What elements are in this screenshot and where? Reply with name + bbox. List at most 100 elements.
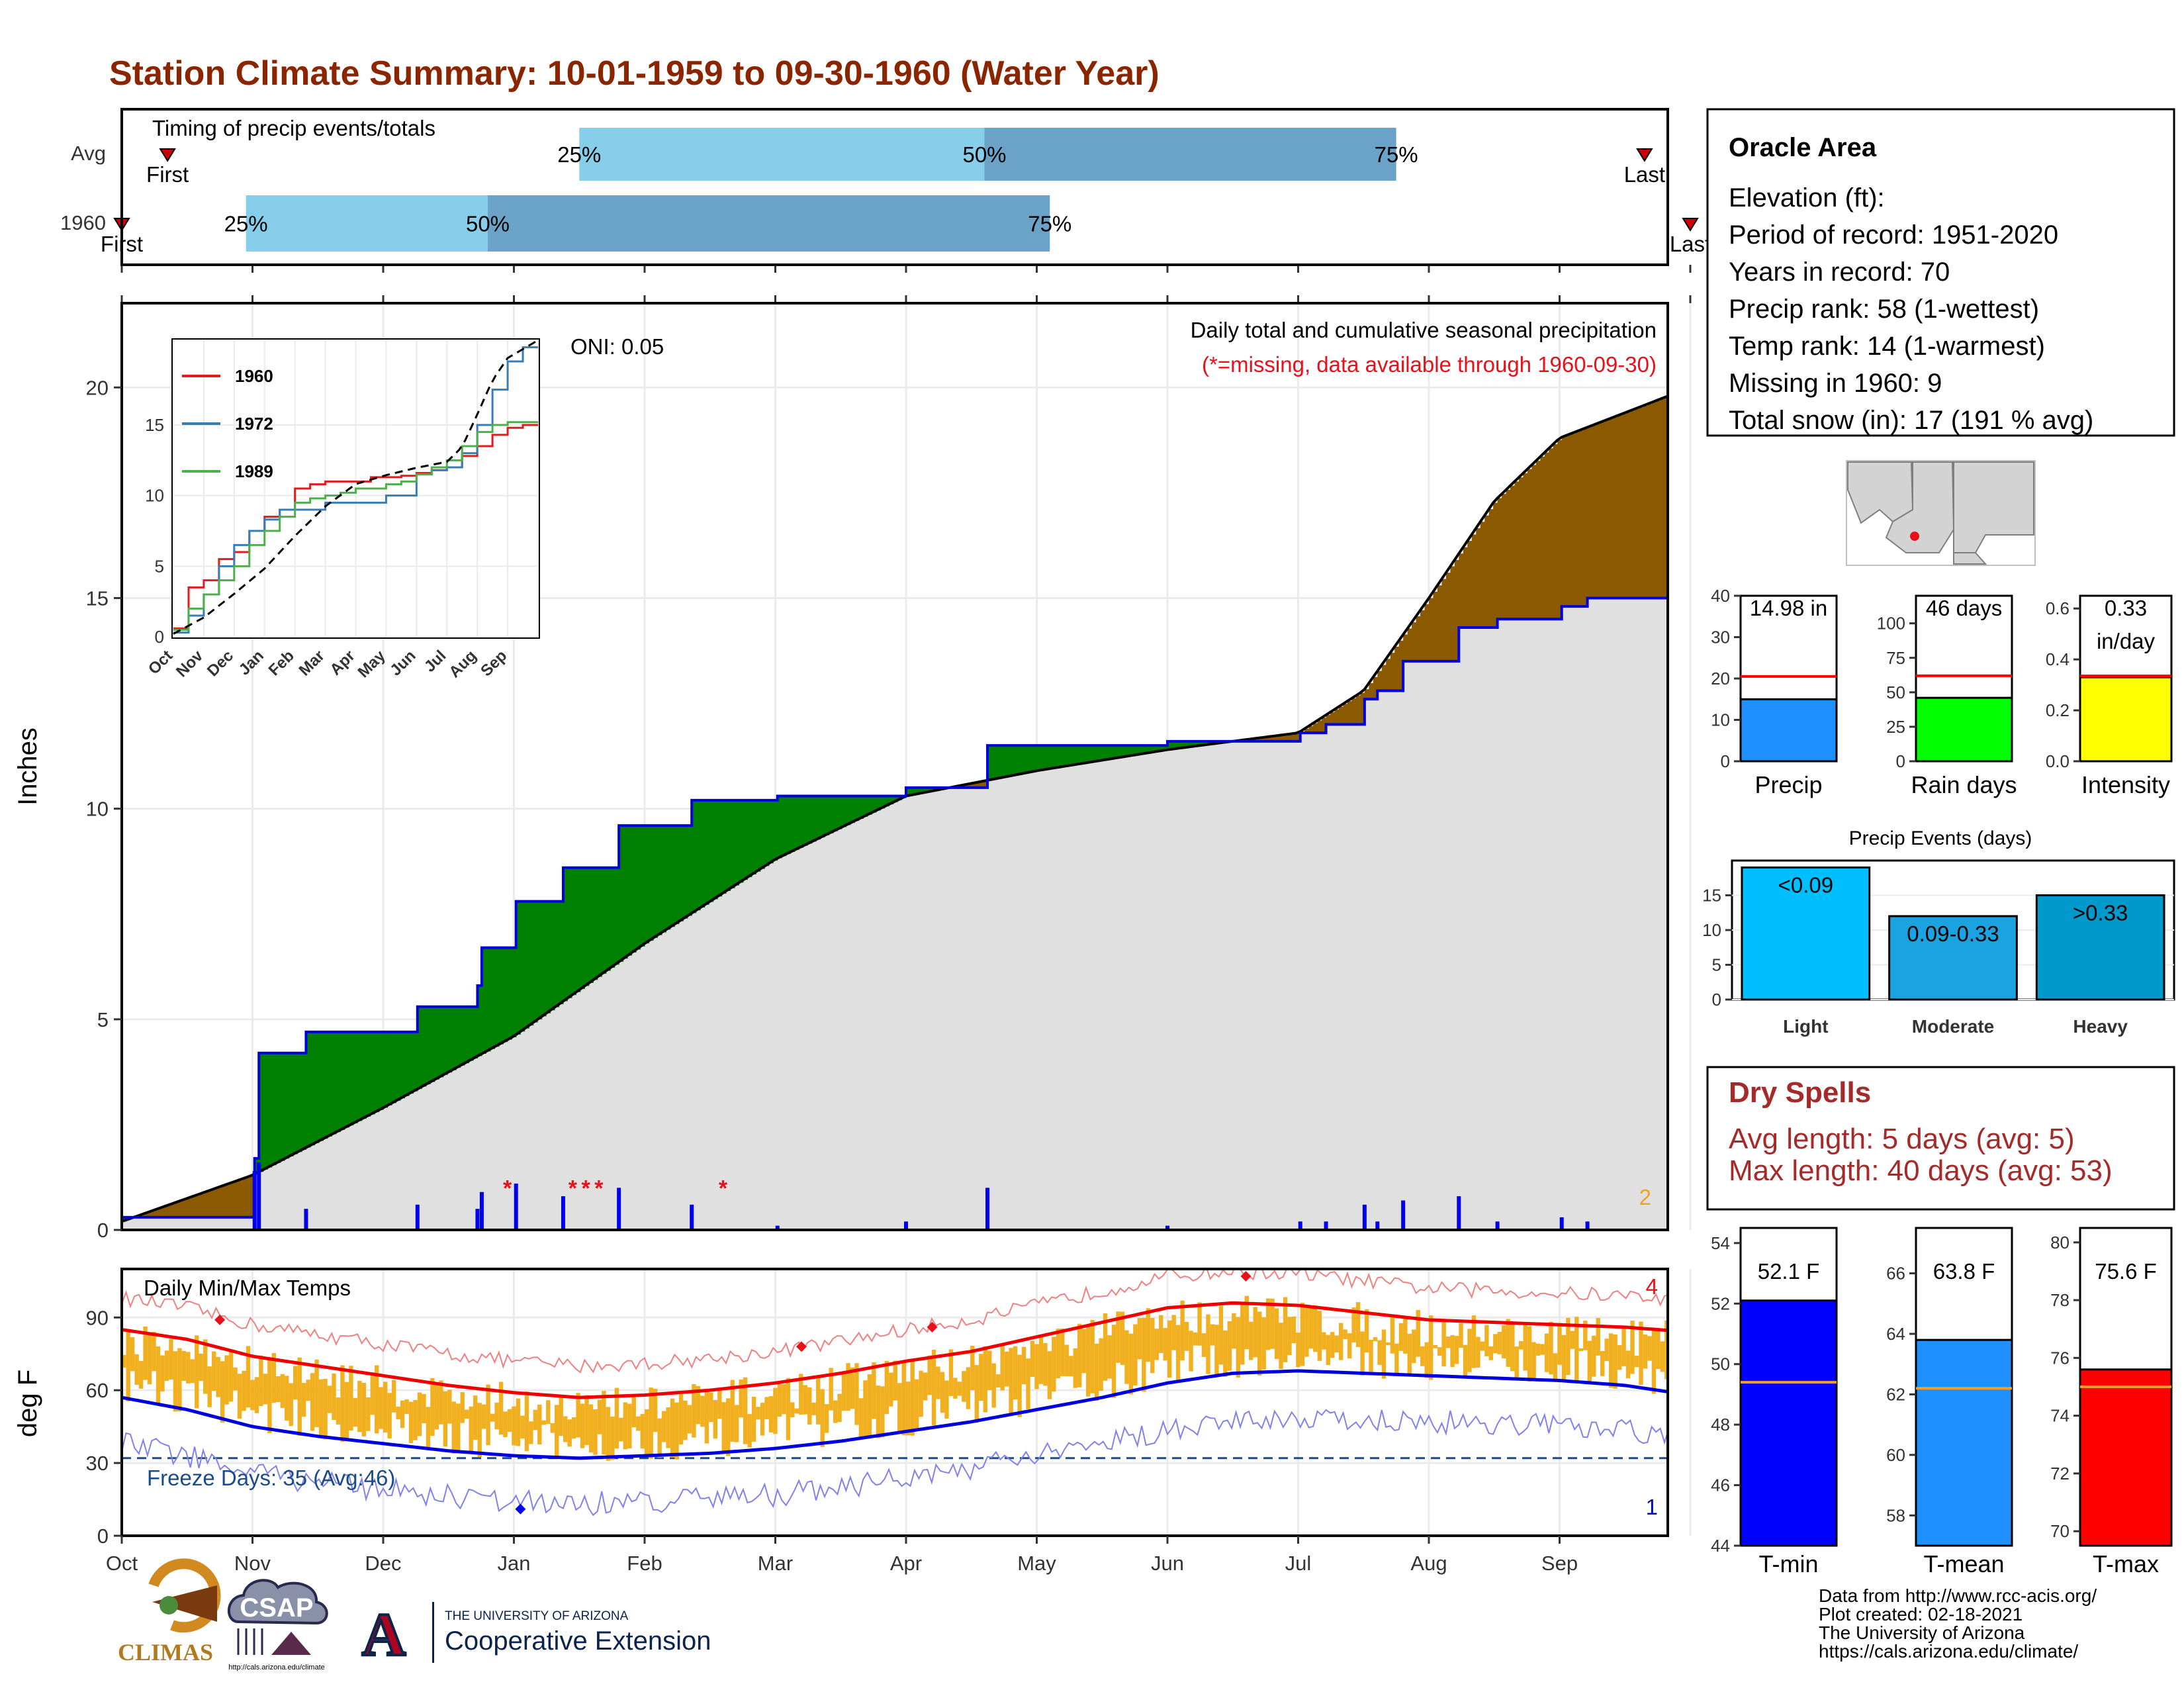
events-bar-label: 0.09-0.33 (1907, 921, 1999, 946)
precip-y-axis: 0 5 10 15 20 (86, 376, 122, 1242)
temp-bar-tick-label: 48 (1711, 1415, 1730, 1434)
month-tick-label: Jun (1151, 1552, 1184, 1575)
month-tick-label: Oct (106, 1552, 138, 1575)
daily-precip-bar (1165, 1225, 1169, 1230)
temp-bar-name: T-min (1759, 1550, 1819, 1577)
summary-bar-tick-label: 0.6 (2046, 598, 2070, 618)
temp-bar-value-label: 52.1 F (1758, 1259, 1820, 1284)
timing-row-avg-label: Avg (71, 142, 106, 165)
precip-y-tick-label: 15 (86, 586, 109, 610)
events-category-label: Moderate (1912, 1016, 1994, 1037)
summary-bar-tick-label: 0.2 (2046, 700, 2070, 720)
temp-bar-tick-label: 70 (2050, 1521, 2070, 1541)
summary-bar-tick-label: 10 (1711, 710, 1730, 730)
precip-caption: Daily total and cumulative seasonal prec… (1191, 318, 1657, 342)
freeze-days-label: Freeze Days: 35 (Avg:46) (147, 1466, 395, 1490)
inset-average-line (173, 339, 539, 635)
csap-url: http://cals.arizona.edu/climate (228, 1664, 325, 1671)
info-temp-rank: Temp rank: 14 (1-warmest) (1729, 332, 2045, 361)
first-event-label: First (146, 162, 189, 187)
record-high-marker (214, 1314, 226, 1325)
daily-precip-bar (1401, 1200, 1406, 1230)
info-total-snow: Total snow (in): 17 (191 % avg) (1729, 406, 2093, 435)
ua-university-text: THE UNIVERSITY OF ARIZONA (445, 1609, 629, 1623)
events-bar (1888, 915, 2018, 1001)
temp-bar-tick-label: 44 (1711, 1536, 1730, 1556)
temp-y-axis: 0 30 60 90 (86, 1306, 122, 1548)
station-info-box: Oracle Area Elevation (ft): Period of re… (1706, 108, 2175, 437)
temp-bar-tick-label: 76 (2050, 1348, 2070, 1368)
temp-bar-value-label: 63.8 F (1933, 1259, 1995, 1284)
temp-bar-tick-label: 74 (2050, 1406, 2070, 1426)
station-location-marker (1910, 532, 1919, 541)
last-event-label: Last (1670, 232, 1711, 256)
summary-bar-value (2079, 676, 2173, 763)
month-tick-label: Mar (758, 1552, 793, 1575)
timing-row-1960-label: 1960 (60, 211, 106, 234)
inset-legend-label: 1989 (235, 461, 273, 481)
precip-base-area (122, 598, 1668, 1230)
month-tick-label: Jan (498, 1552, 531, 1575)
timing-bar-q25-q50 (579, 128, 985, 181)
precip-y-label: Inches (13, 727, 42, 806)
record-max-line (122, 1269, 1668, 1374)
record-min-line (122, 1409, 1668, 1517)
summary-bar-name: Rain days (1911, 771, 2017, 798)
daily-precip-bar (304, 1209, 308, 1230)
daily-precip-bar (475, 1209, 480, 1230)
month-tick-label: May (1017, 1552, 1056, 1575)
temp-bar-value-label: 75.6 F (2095, 1259, 2157, 1284)
events-tick-label: 15 (1702, 886, 1721, 906)
summary-bar-tick-label: 0.4 (2046, 649, 2070, 669)
daily-precip-bar (1298, 1221, 1302, 1230)
info-missing: Missing in 1960: 9 (1729, 369, 1942, 398)
events-tick-label: 0 (1712, 990, 1721, 1009)
temp-bar-tick-label: 52 (1711, 1293, 1730, 1313)
summary-bar-tick-label: 40 (1711, 586, 1730, 606)
daily-precip-bar (617, 1188, 621, 1230)
daily-precip-bar (1324, 1221, 1328, 1230)
precip-y-tick-label: 10 (86, 798, 109, 821)
temp-bar-tick-label: 64 (1886, 1324, 1905, 1344)
ua-letter-logo: A (362, 1601, 406, 1668)
daily-precip-bar (415, 1204, 420, 1230)
events-category-label: Heavy (2073, 1016, 2128, 1037)
credit-line-2: Plot created: 02-18-2021 (1819, 1604, 2023, 1624)
daily-precip-bar (252, 1170, 257, 1230)
temp-y-tick-label: 30 (86, 1452, 109, 1475)
record-high-marker (927, 1321, 938, 1333)
temp-bar-name: T-max (2093, 1550, 2159, 1577)
timing-bar-q50-q75 (488, 195, 1050, 252)
daily-precip-bar (985, 1188, 990, 1230)
temp-bar-tick-label: 80 (2050, 1233, 2070, 1252)
temp-panel: 0 30 60 90 Oct Nov Dec Jan Feb Mar Apr May Jun Jul Au… (13, 1268, 1692, 1575)
last-event-label: Last (1624, 162, 1665, 187)
daily-precip-bar (904, 1221, 908, 1230)
record-high-marker (796, 1341, 807, 1352)
summary-bar-tick-label: 0 (1896, 751, 1905, 771)
dry-spells-box: Dry Spells Avg length: 5 days (avg: 5) M… (1706, 1066, 2175, 1211)
month-tick-label: Sep (1541, 1552, 1578, 1575)
timing-bar-q50-q75 (984, 128, 1396, 181)
temp-top-count: 4 (1646, 1274, 1658, 1299)
temp-y-label: deg F (13, 1370, 42, 1437)
events-tick-label: 10 (1702, 920, 1721, 940)
daily-precip-bar (1457, 1196, 1461, 1230)
climas-logo-text: CLIMAS (118, 1639, 213, 1665)
summary-bar-tick-label: 25 (1886, 717, 1905, 737)
summary-bar-tick-label: 0 (1721, 751, 1730, 771)
climas-logo: CLIMAS (118, 1558, 221, 1665)
csap-logo-text: CSAP (240, 1593, 313, 1622)
temp-bar-value (1915, 1338, 2013, 1547)
last-event-marker (1682, 218, 1699, 232)
credit-line-3: The University of Arizona (1819, 1622, 2025, 1643)
summary-bar-value-label-2: in/day (2097, 629, 2156, 653)
ua-logo: A THE UNIVERSITY OF ARIZONA Cooperative … (361, 1599, 711, 1669)
events-bar (2035, 894, 2165, 1001)
inset-y-tick-label: 15 (145, 415, 164, 435)
dry-spells-title: Dry Spells (1729, 1076, 1871, 1109)
summary-bar-name: Intensity (2081, 771, 2170, 798)
